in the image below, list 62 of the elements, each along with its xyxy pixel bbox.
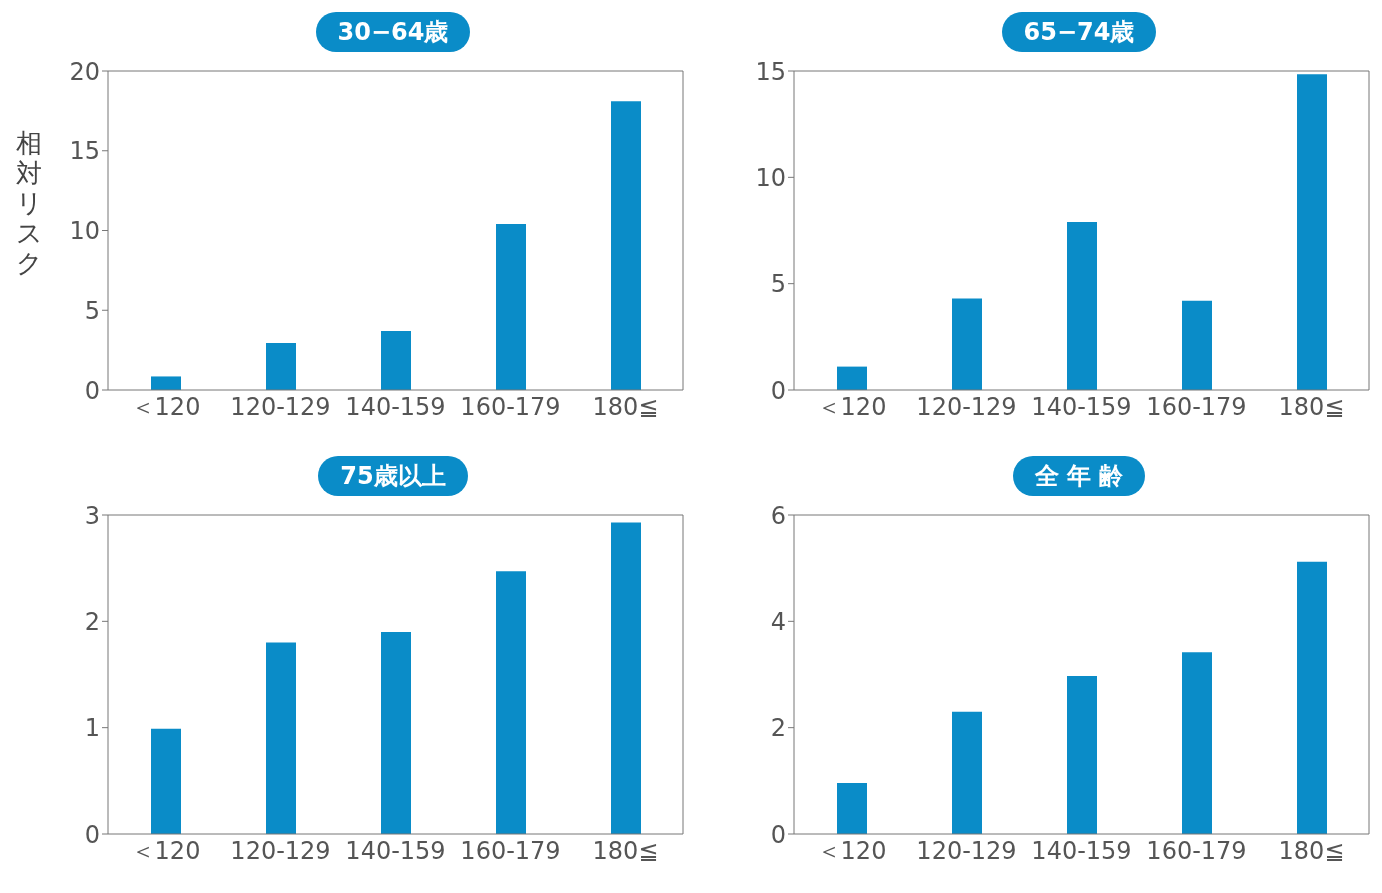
x-tick-label: 160‑179 <box>460 837 561 866</box>
bar <box>837 366 867 390</box>
x-tick-label: ＜120 <box>816 837 887 866</box>
bar <box>381 631 411 834</box>
bar <box>1067 676 1097 834</box>
x-tick-label: 160‑179 <box>1146 837 1247 866</box>
y-tick-label: 2 <box>770 714 786 743</box>
bar <box>496 224 526 390</box>
x-tick-label: 180≦ <box>592 837 659 866</box>
y-tick-label: 15 <box>69 137 100 166</box>
bar <box>952 711 982 834</box>
y-tick-label: 10 <box>755 163 786 192</box>
y-tick-label: 5 <box>84 296 100 325</box>
y-tick-label: 5 <box>770 270 786 299</box>
x-tick-label: ＜120 <box>816 393 887 422</box>
x-tick-label: 180≦ <box>592 393 659 422</box>
x-tick-label: 180≦ <box>1278 393 1345 422</box>
bar <box>151 728 181 834</box>
y-tick-label: 3 <box>84 501 100 530</box>
bar <box>1182 300 1212 390</box>
bar <box>837 782 867 834</box>
y-tick-label: 0 <box>770 376 786 405</box>
x-tick-label: 160‑179 <box>460 393 561 422</box>
chart-title: 30−64歳 <box>315 12 471 52</box>
x-tick-label: 140‑159 <box>345 393 446 422</box>
bar <box>1067 221 1097 390</box>
y-tick-label: 6 <box>770 501 786 530</box>
x-tick-label: 120‑129 <box>916 393 1017 422</box>
y-tick-label: 15 <box>755 57 786 86</box>
y-tick-label: 4 <box>770 607 786 636</box>
bar <box>1297 561 1327 834</box>
y-axis-title: 相対リスク <box>16 128 44 278</box>
y-tick-label: 0 <box>770 820 786 849</box>
x-tick-label: 160‑179 <box>1146 393 1247 422</box>
x-tick-label: ＜120 <box>130 393 201 422</box>
x-tick-label: 140‑159 <box>1031 393 1132 422</box>
bar <box>381 330 411 390</box>
chart-title: 65−74歳 <box>1001 12 1157 52</box>
bar <box>1182 652 1212 834</box>
y-tick-label: 2 <box>84 607 100 636</box>
bar <box>266 642 296 834</box>
x-tick-label: 140‑159 <box>1031 837 1132 866</box>
y-tick-label: 20 <box>69 57 100 86</box>
bar <box>952 298 982 390</box>
y-tick-label: 0 <box>84 376 100 405</box>
x-tick-label: 120‑129 <box>230 393 331 422</box>
chart-title: 75歳以上 <box>318 456 468 496</box>
bar <box>611 522 641 834</box>
x-tick-label: 120‑129 <box>230 837 331 866</box>
x-tick-label: ＜120 <box>130 837 201 866</box>
y-tick-label: 1 <box>84 714 100 743</box>
bar <box>151 376 181 390</box>
x-tick-label: 140‑159 <box>345 837 446 866</box>
x-tick-label: 180≦ <box>1278 837 1345 866</box>
bar <box>1297 74 1327 390</box>
x-tick-label: 120‑129 <box>916 837 1017 866</box>
y-tick-label: 10 <box>69 217 100 246</box>
chart-title: 全 年 齢 <box>1012 456 1146 496</box>
bar <box>496 571 526 834</box>
bar <box>611 101 641 390</box>
y-tick-label: 0 <box>84 820 100 849</box>
bar <box>266 342 296 390</box>
